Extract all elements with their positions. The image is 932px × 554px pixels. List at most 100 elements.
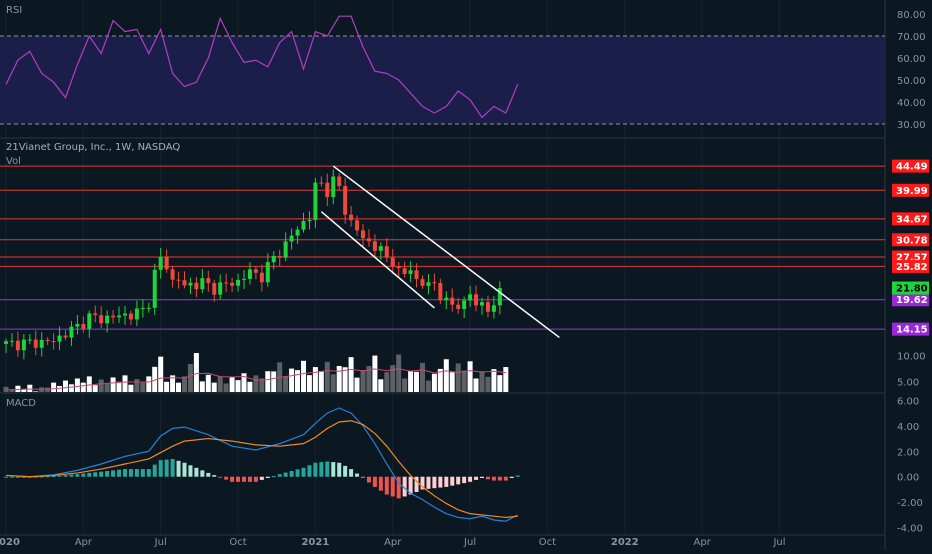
volume-bar [366,366,372,392]
candle-body [474,294,479,306]
candle-body [218,282,223,295]
time-axis-label: Oct [539,537,556,548]
macd-histogram-bar [123,469,127,477]
price-level-tag-bg [892,293,929,307]
volume-bar [223,383,229,392]
candle-body [277,255,282,258]
macd-histogram-bar [206,472,211,477]
candle-body [414,270,419,280]
price-level-tag: 30.78 [896,235,928,246]
macd-tick-label: -2.00 [897,498,923,509]
candle-body [343,185,348,215]
macd-histogram-bar [4,476,8,478]
candle-body [39,339,44,348]
candle-body [9,340,14,342]
candle-body [206,278,211,284]
volume-bar [33,391,39,392]
macd-histogram-bar [497,476,502,481]
macd-histogram-bar [307,465,312,477]
volume-bar [3,386,9,392]
macd-histogram-bar [146,469,151,477]
candle-body [200,278,205,290]
macd-histogram-bar [236,476,241,482]
volume-bar [152,366,158,392]
candle-body [497,288,502,306]
macd-histogram-bar [176,460,181,477]
volume-bar [182,376,187,392]
time-axis-label: 2022 [611,537,639,548]
volume-bar [229,377,235,392]
volume-bar [211,382,217,392]
volume-bar [360,370,366,392]
macd-histogram-bar [432,476,437,489]
candle-body [301,221,306,230]
macd-histogram-bar [438,476,443,488]
rsi-tick-label: 30.00 [897,120,926,131]
channel-lower-line [320,211,435,309]
price-level-tag-bg [892,322,929,336]
volume-bar [431,373,437,392]
candle-body [408,270,413,274]
candle-body [265,262,270,283]
macd-histogram-bar [485,476,490,480]
candle-body [247,269,252,279]
macd-histogram-bar [337,462,342,477]
macd-histogram-bar [188,465,193,477]
candle-body [57,335,62,342]
macd-histogram-bar [242,476,246,482]
volume-bar [348,357,354,392]
rsi-tick-label: 70.00 [897,32,926,43]
macd-tick-label: 0.00 [897,473,919,484]
volume-bar [9,390,15,392]
volume-bar [336,366,342,392]
volume-bar [479,371,485,392]
macd-tick-label: 4.00 [897,422,919,433]
macd-label: MACD [6,398,36,409]
time-axis-label: Jul [772,537,785,548]
macd-histogram-bar [503,476,508,481]
volume-bar [330,374,336,392]
macd-signal-line [5,420,518,519]
candle-body [164,256,169,270]
volume-ma-line [5,368,506,391]
macd-histogram-bar [15,476,20,478]
candle-body [158,256,163,270]
volume-bar [265,371,271,392]
candle-body [361,230,365,239]
candle-body [117,315,122,318]
macd-histogram-bar [247,476,252,482]
macd-histogram-bar [277,474,282,477]
candle-body [27,339,32,341]
candle-body [384,246,389,258]
volume-bar [146,376,152,392]
candle-body [51,341,56,343]
volume-bar [455,363,461,392]
candle-body [420,279,425,286]
candle-body [152,269,157,308]
macd-histogram-bar [462,476,467,484]
candle-body [176,279,181,281]
candle-body [402,268,407,274]
macd-pane [4,407,520,522]
macd-histogram-bar [259,476,264,480]
candle-body [15,340,20,351]
price-level-tag: 27.57 [896,253,928,264]
volume-bar [21,389,27,392]
price-level-tag: 25.82 [896,262,928,273]
macd-histogram-bar [420,476,425,490]
volume-bar [57,385,62,392]
macd-histogram-bar [39,476,44,478]
candle-body [432,282,437,284]
volume-bar [170,375,176,392]
candle-body [325,182,330,198]
macd-histogram-bar [474,476,479,480]
time-axis-label: Apr [384,537,402,548]
volume-pane [3,353,509,392]
candle-body [390,257,395,267]
macd-histogram-bar [372,476,377,487]
macd-histogram-bar [468,476,473,482]
volume-tick-label: 10.00 [897,352,926,363]
last-price-tag: 21.80 [896,284,928,295]
candle-body [271,255,276,263]
macd-histogram-bar [366,476,371,483]
